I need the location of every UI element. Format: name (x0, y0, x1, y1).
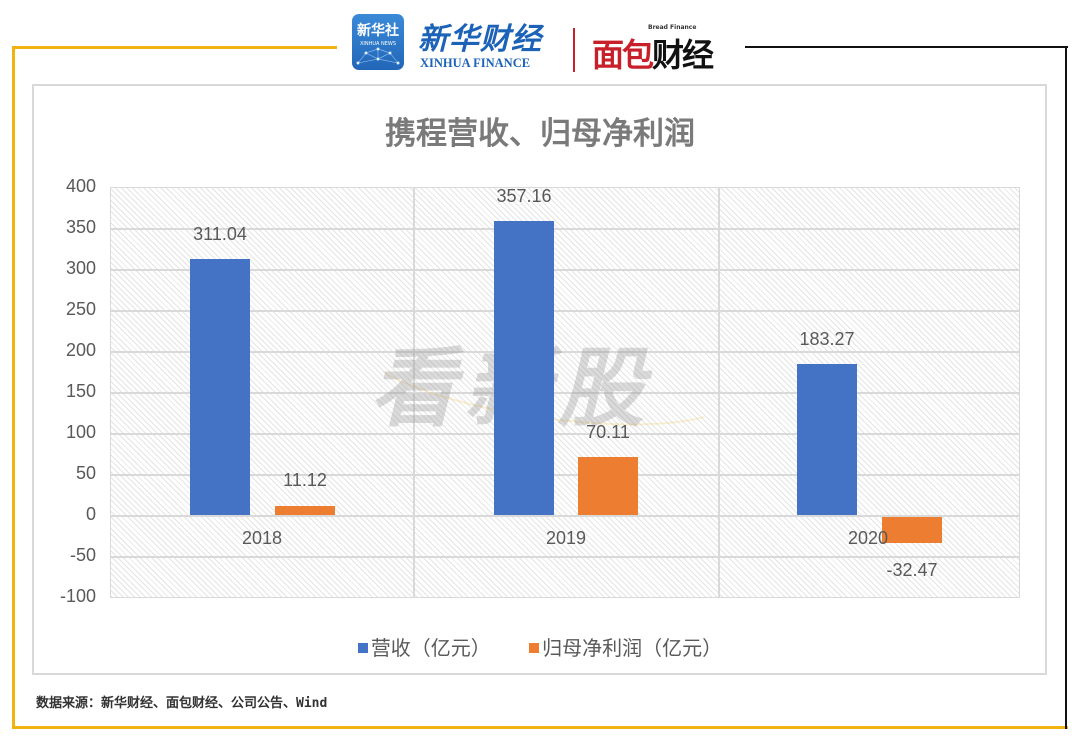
gridline (111, 556, 1019, 558)
legend-swatch-revenue (357, 642, 368, 653)
x-category-2019: 2019 (545, 528, 587, 548)
bar-net-profit-2020[interactable] (882, 517, 942, 543)
value-label-revenue-2019: 357.16 (496, 186, 552, 206)
y-tick: 350 (65, 217, 96, 237)
y-tick: -50 (69, 545, 96, 565)
xinhua-news-logo: 新华社 XINHUA NEWS (352, 14, 404, 70)
plot-area (110, 187, 1020, 598)
y-tick: 150 (65, 381, 96, 401)
gridline (111, 228, 1019, 230)
xinhua-badge-cn: 新华社 (357, 23, 399, 39)
legend: 营收（亿元） 归母净利润（亿元） (0, 632, 1080, 661)
x-category-2018: 2018 (241, 528, 283, 548)
gridline (111, 351, 1019, 353)
frame-black-top (745, 46, 1068, 48)
gridline (111, 310, 1019, 312)
frame-yellow-top (12, 46, 337, 49)
category-separator (718, 188, 720, 597)
bar-revenue-2020[interactable] (797, 364, 857, 515)
x-category-2020: 2020 (847, 528, 889, 548)
value-label-revenue-2020: 183.27 (799, 329, 855, 349)
network-dots-icon (356, 47, 400, 65)
y-tick: 400 (65, 176, 96, 196)
y-tick: 100 (65, 422, 96, 442)
category-separator (413, 188, 415, 597)
value-label-net-profit-2019: 70.11 (586, 422, 630, 442)
y-tick: -100 (59, 586, 96, 606)
xinhua-badge-en: XINHUA NEWS (359, 41, 397, 47)
legend-item-revenue[interactable]: 营收（亿元） (357, 632, 491, 661)
y-tick: 250 (65, 299, 96, 319)
frame-yellow-bottom (12, 726, 1068, 729)
bar-net-profit-2019[interactable] (578, 457, 638, 515)
bread-finance-en: Bread Finance (648, 24, 697, 31)
y-tick: 200 (65, 340, 96, 360)
source-note: 数据来源：新华财经、面包财经、公司公告、Wind (36, 696, 328, 711)
bread-finance-logo: 面包财经 (592, 30, 714, 76)
y-tick: 300 (65, 258, 96, 278)
chart-title: 携程营收、归母净利润 (385, 116, 695, 152)
xinhua-finance-cn: 新华财经 (418, 22, 542, 57)
y-tick: 0 (85, 504, 96, 524)
value-label-net-profit-2018: 11.12 (283, 470, 327, 490)
legend-label-revenue: 营收（亿元） (370, 636, 491, 660)
bar-revenue-2018[interactable] (190, 259, 250, 515)
value-label-revenue-2018: 311.04 (193, 224, 247, 244)
gridline (111, 392, 1019, 394)
gridline (111, 269, 1019, 271)
gridline (111, 474, 1019, 476)
bread-finance-cn-red: 面包 (592, 36, 654, 74)
y-tick: 50 (75, 463, 96, 483)
legend-label-net-profit: 归母净利润（亿元） (542, 636, 723, 660)
xinhua-finance-en: XINHUA FINANCE (420, 56, 531, 70)
frame-black-right (1065, 46, 1067, 729)
zero-line (111, 515, 1019, 517)
logo-divider (573, 28, 575, 72)
legend-item-net-profit[interactable]: 归母净利润（亿元） (529, 632, 722, 661)
frame-yellow-left (12, 47, 15, 729)
bar-revenue-2019[interactable] (494, 221, 554, 515)
value-label-net-profit-2020: -32.47 (886, 560, 938, 580)
bread-finance-cn-black: 财经 (652, 36, 714, 74)
gridline (111, 433, 1019, 435)
logo-header: 新华社 XINHUA NEWS 新华财经 XINHUA FINANCE Brea… (352, 10, 742, 74)
bar-net-profit-2018[interactable] (275, 506, 335, 515)
legend-swatch-net-profit (529, 642, 540, 653)
